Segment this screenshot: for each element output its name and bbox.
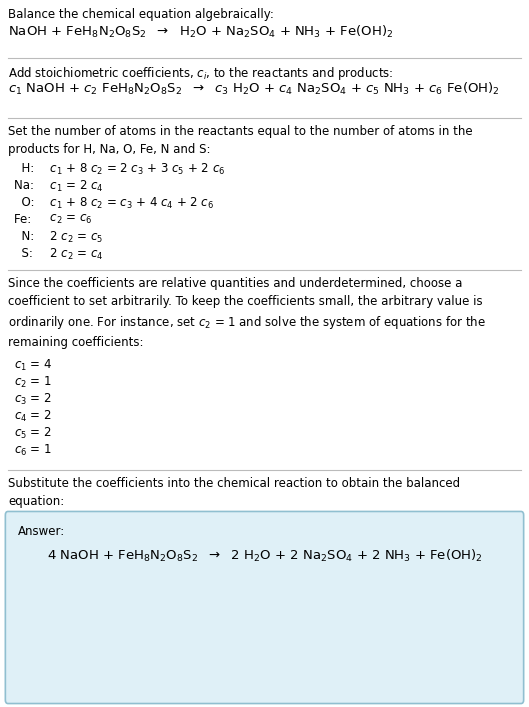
FancyBboxPatch shape <box>5 511 524 703</box>
Text: $c_1$ + 8 $c_2$ = 2 $c_3$ + 3 $c_5$ + 2 $c_6$: $c_1$ + 8 $c_2$ = 2 $c_3$ + 3 $c_5$ + 2 … <box>46 162 225 177</box>
Text: Set the number of atoms in the reactants equal to the number of atoms in the
pro: Set the number of atoms in the reactants… <box>8 125 472 156</box>
Text: NaOH + FeH$_8$N$_2$O$_8$S$_2$  $\rightarrow$  H$_2$O + Na$_2$SO$_4$ + NH$_3$ + F: NaOH + FeH$_8$N$_2$O$_8$S$_2$ $\rightarr… <box>8 24 393 40</box>
Text: $c_1$ NaOH + $c_2$ FeH$_8$N$_2$O$_8$S$_2$  $\rightarrow$  $c_3$ H$_2$O + $c_4$ N: $c_1$ NaOH + $c_2$ FeH$_8$N$_2$O$_8$S$_2… <box>8 81 500 97</box>
Text: $c_2$ = 1: $c_2$ = 1 <box>14 375 52 390</box>
Text: 2 $c_2$ = $c_5$: 2 $c_2$ = $c_5$ <box>46 230 103 245</box>
Text: Since the coefficients are relative quantities and underdetermined, choose a
coe: Since the coefficients are relative quan… <box>8 277 486 349</box>
Text: N:: N: <box>14 230 38 243</box>
Text: 4 NaOH + FeH$_8$N$_2$O$_8$S$_2$  $\rightarrow$  2 H$_2$O + 2 Na$_2$SO$_4$ + 2 NH: 4 NaOH + FeH$_8$N$_2$O$_8$S$_2$ $\righta… <box>47 548 483 564</box>
Text: $c_3$ = 2: $c_3$ = 2 <box>14 392 52 407</box>
Text: H:: H: <box>14 162 38 175</box>
Text: Answer:: Answer: <box>18 525 65 538</box>
Text: $c_5$ = 2: $c_5$ = 2 <box>14 426 52 441</box>
Text: $c_4$ = 2: $c_4$ = 2 <box>14 409 52 424</box>
Text: $c_1$ = 4: $c_1$ = 4 <box>14 358 52 373</box>
Text: $c_1$ + 8 $c_2$ = $c_3$ + 4 $c_4$ + 2 $c_6$: $c_1$ + 8 $c_2$ = $c_3$ + 4 $c_4$ + 2 $c… <box>46 196 214 211</box>
Text: O:: O: <box>14 196 38 209</box>
Text: $c_6$ = 1: $c_6$ = 1 <box>14 443 52 458</box>
Text: 2 $c_2$ = $c_4$: 2 $c_2$ = $c_4$ <box>46 247 104 262</box>
Text: $c_2$ = $c_6$: $c_2$ = $c_6$ <box>46 213 92 226</box>
Text: Add stoichiometric coefficients, $c_i$, to the reactants and products:: Add stoichiometric coefficients, $c_i$, … <box>8 65 394 82</box>
Text: Na:: Na: <box>14 179 38 192</box>
Text: Fe:: Fe: <box>14 213 35 226</box>
Text: $c_1$ = 2 $c_4$: $c_1$ = 2 $c_4$ <box>46 179 104 194</box>
Text: S:: S: <box>14 247 37 260</box>
Text: Substitute the coefficients into the chemical reaction to obtain the balanced
eq: Substitute the coefficients into the che… <box>8 477 460 508</box>
Text: Balance the chemical equation algebraically:: Balance the chemical equation algebraica… <box>8 8 274 21</box>
